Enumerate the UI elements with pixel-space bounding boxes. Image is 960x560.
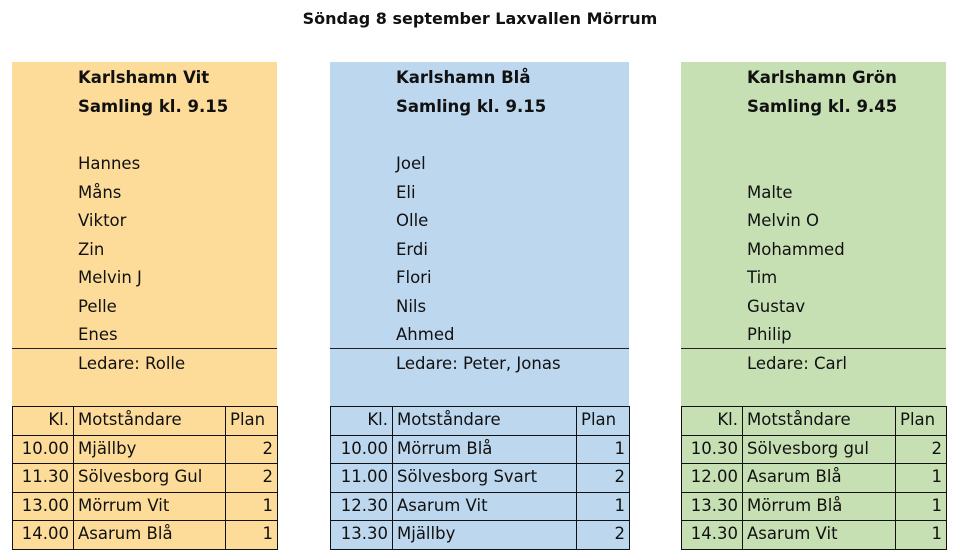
table-cell: 1 xyxy=(895,520,947,550)
table-cell: 1 xyxy=(895,491,947,521)
table-header-cell: Motståndare xyxy=(73,406,226,436)
player-name: Hannes xyxy=(78,154,141,173)
player-name: Melvin J xyxy=(78,268,142,287)
table-header-cell: Motståndare xyxy=(742,406,896,436)
team-panel xyxy=(681,62,946,549)
table-cell: Asarum Blå xyxy=(73,520,226,550)
table-cell: 14.30 xyxy=(681,520,743,550)
player-name: Flori xyxy=(396,268,432,287)
table-cell: Mörrum Blå xyxy=(742,491,896,521)
table-cell: 1 xyxy=(576,491,630,521)
table-cell: 2 xyxy=(576,520,630,550)
divider xyxy=(681,348,946,349)
table-cell: 13.30 xyxy=(681,491,743,521)
gathering-time: Samling kl. 9.45 xyxy=(747,97,898,116)
table-cell: 1 xyxy=(895,463,947,493)
table-cell: Asarum Vit xyxy=(392,491,577,521)
player-name: Gustav xyxy=(747,296,806,316)
table-cell: 12.30 xyxy=(330,491,393,521)
player-name: Enes xyxy=(78,325,118,344)
team-panel xyxy=(330,62,629,549)
table-cell: 10.30 xyxy=(681,434,743,464)
player-name: Mohammed xyxy=(747,239,845,259)
table-cell: 10.00 xyxy=(330,434,393,464)
team-name: Karlshamn Vit xyxy=(78,68,210,87)
page-title: Söndag 8 september Laxvallen Mörrum xyxy=(302,9,658,28)
table-cell: 13.00 xyxy=(12,491,74,521)
leader: Ledare: Peter, Jonas xyxy=(396,354,561,373)
leader: Ledare: Carl xyxy=(747,354,848,373)
table-cell: Sölvesborg gul xyxy=(742,434,896,464)
gathering-time: Samling kl. 9.15 xyxy=(396,97,547,116)
table-header-cell: Kl. xyxy=(681,406,743,436)
player-name: Philip xyxy=(747,325,792,344)
table-cell: Mörrum Blå xyxy=(392,434,577,464)
player-name: Erdi xyxy=(396,239,428,259)
player-name: Nils xyxy=(396,296,427,316)
table-cell: Asarum Blå xyxy=(742,463,896,493)
table-cell: 1 xyxy=(576,434,630,464)
player-name: Joel xyxy=(396,154,426,173)
table-header-cell: Kl. xyxy=(330,406,393,436)
divider xyxy=(330,348,629,349)
table-cell: 11.30 xyxy=(12,463,74,493)
table-header-cell: Kl. xyxy=(12,406,74,436)
table-cell: Mörrum Vit xyxy=(73,491,226,521)
team-name: Karlshamn Blå xyxy=(396,68,531,87)
table-header-cell: Plan xyxy=(225,406,278,436)
table-header-cell: Plan xyxy=(895,406,947,436)
player-name: Malte xyxy=(747,182,793,202)
divider xyxy=(12,348,277,349)
leader: Ledare: Rolle xyxy=(78,354,186,373)
table-cell: 2 xyxy=(895,434,947,464)
table-cell: Sölvesborg Gul xyxy=(73,463,226,493)
table-cell: Asarum Vit xyxy=(742,520,896,550)
player-name: Zin xyxy=(78,239,105,259)
table-cell: Mjällby xyxy=(392,520,577,550)
table-cell: 10.00 xyxy=(12,434,74,464)
team-name: Karlshamn Grön xyxy=(747,68,897,87)
table-cell: 11.00 xyxy=(330,463,393,493)
table-cell: 2 xyxy=(225,434,278,464)
table-header-cell: Plan xyxy=(576,406,630,436)
table-cell: 14.00 xyxy=(12,520,74,550)
table-cell: 2 xyxy=(576,463,630,493)
team-panel xyxy=(12,62,277,549)
player-name: Pelle xyxy=(78,296,117,316)
player-name: Viktor xyxy=(78,211,127,230)
table-cell: Mjällby xyxy=(73,434,226,464)
table-cell: 1 xyxy=(225,520,278,550)
gathering-time: Samling kl. 9.15 xyxy=(78,97,229,116)
player-name: Ahmed xyxy=(396,325,455,344)
table-cell: 12.00 xyxy=(681,463,743,493)
player-name: Melvin O xyxy=(747,211,820,230)
table-cell: Sölvesborg Svart xyxy=(392,463,577,493)
player-name: Eli xyxy=(396,182,416,202)
player-name: Måns xyxy=(78,182,122,202)
player-name: Olle xyxy=(396,211,429,230)
table-cell: 13.30 xyxy=(330,520,393,550)
player-name: Tim xyxy=(747,268,778,287)
table-cell: 2 xyxy=(225,463,278,493)
table-cell: 1 xyxy=(225,491,278,521)
table-header-cell: Motståndare xyxy=(392,406,577,436)
